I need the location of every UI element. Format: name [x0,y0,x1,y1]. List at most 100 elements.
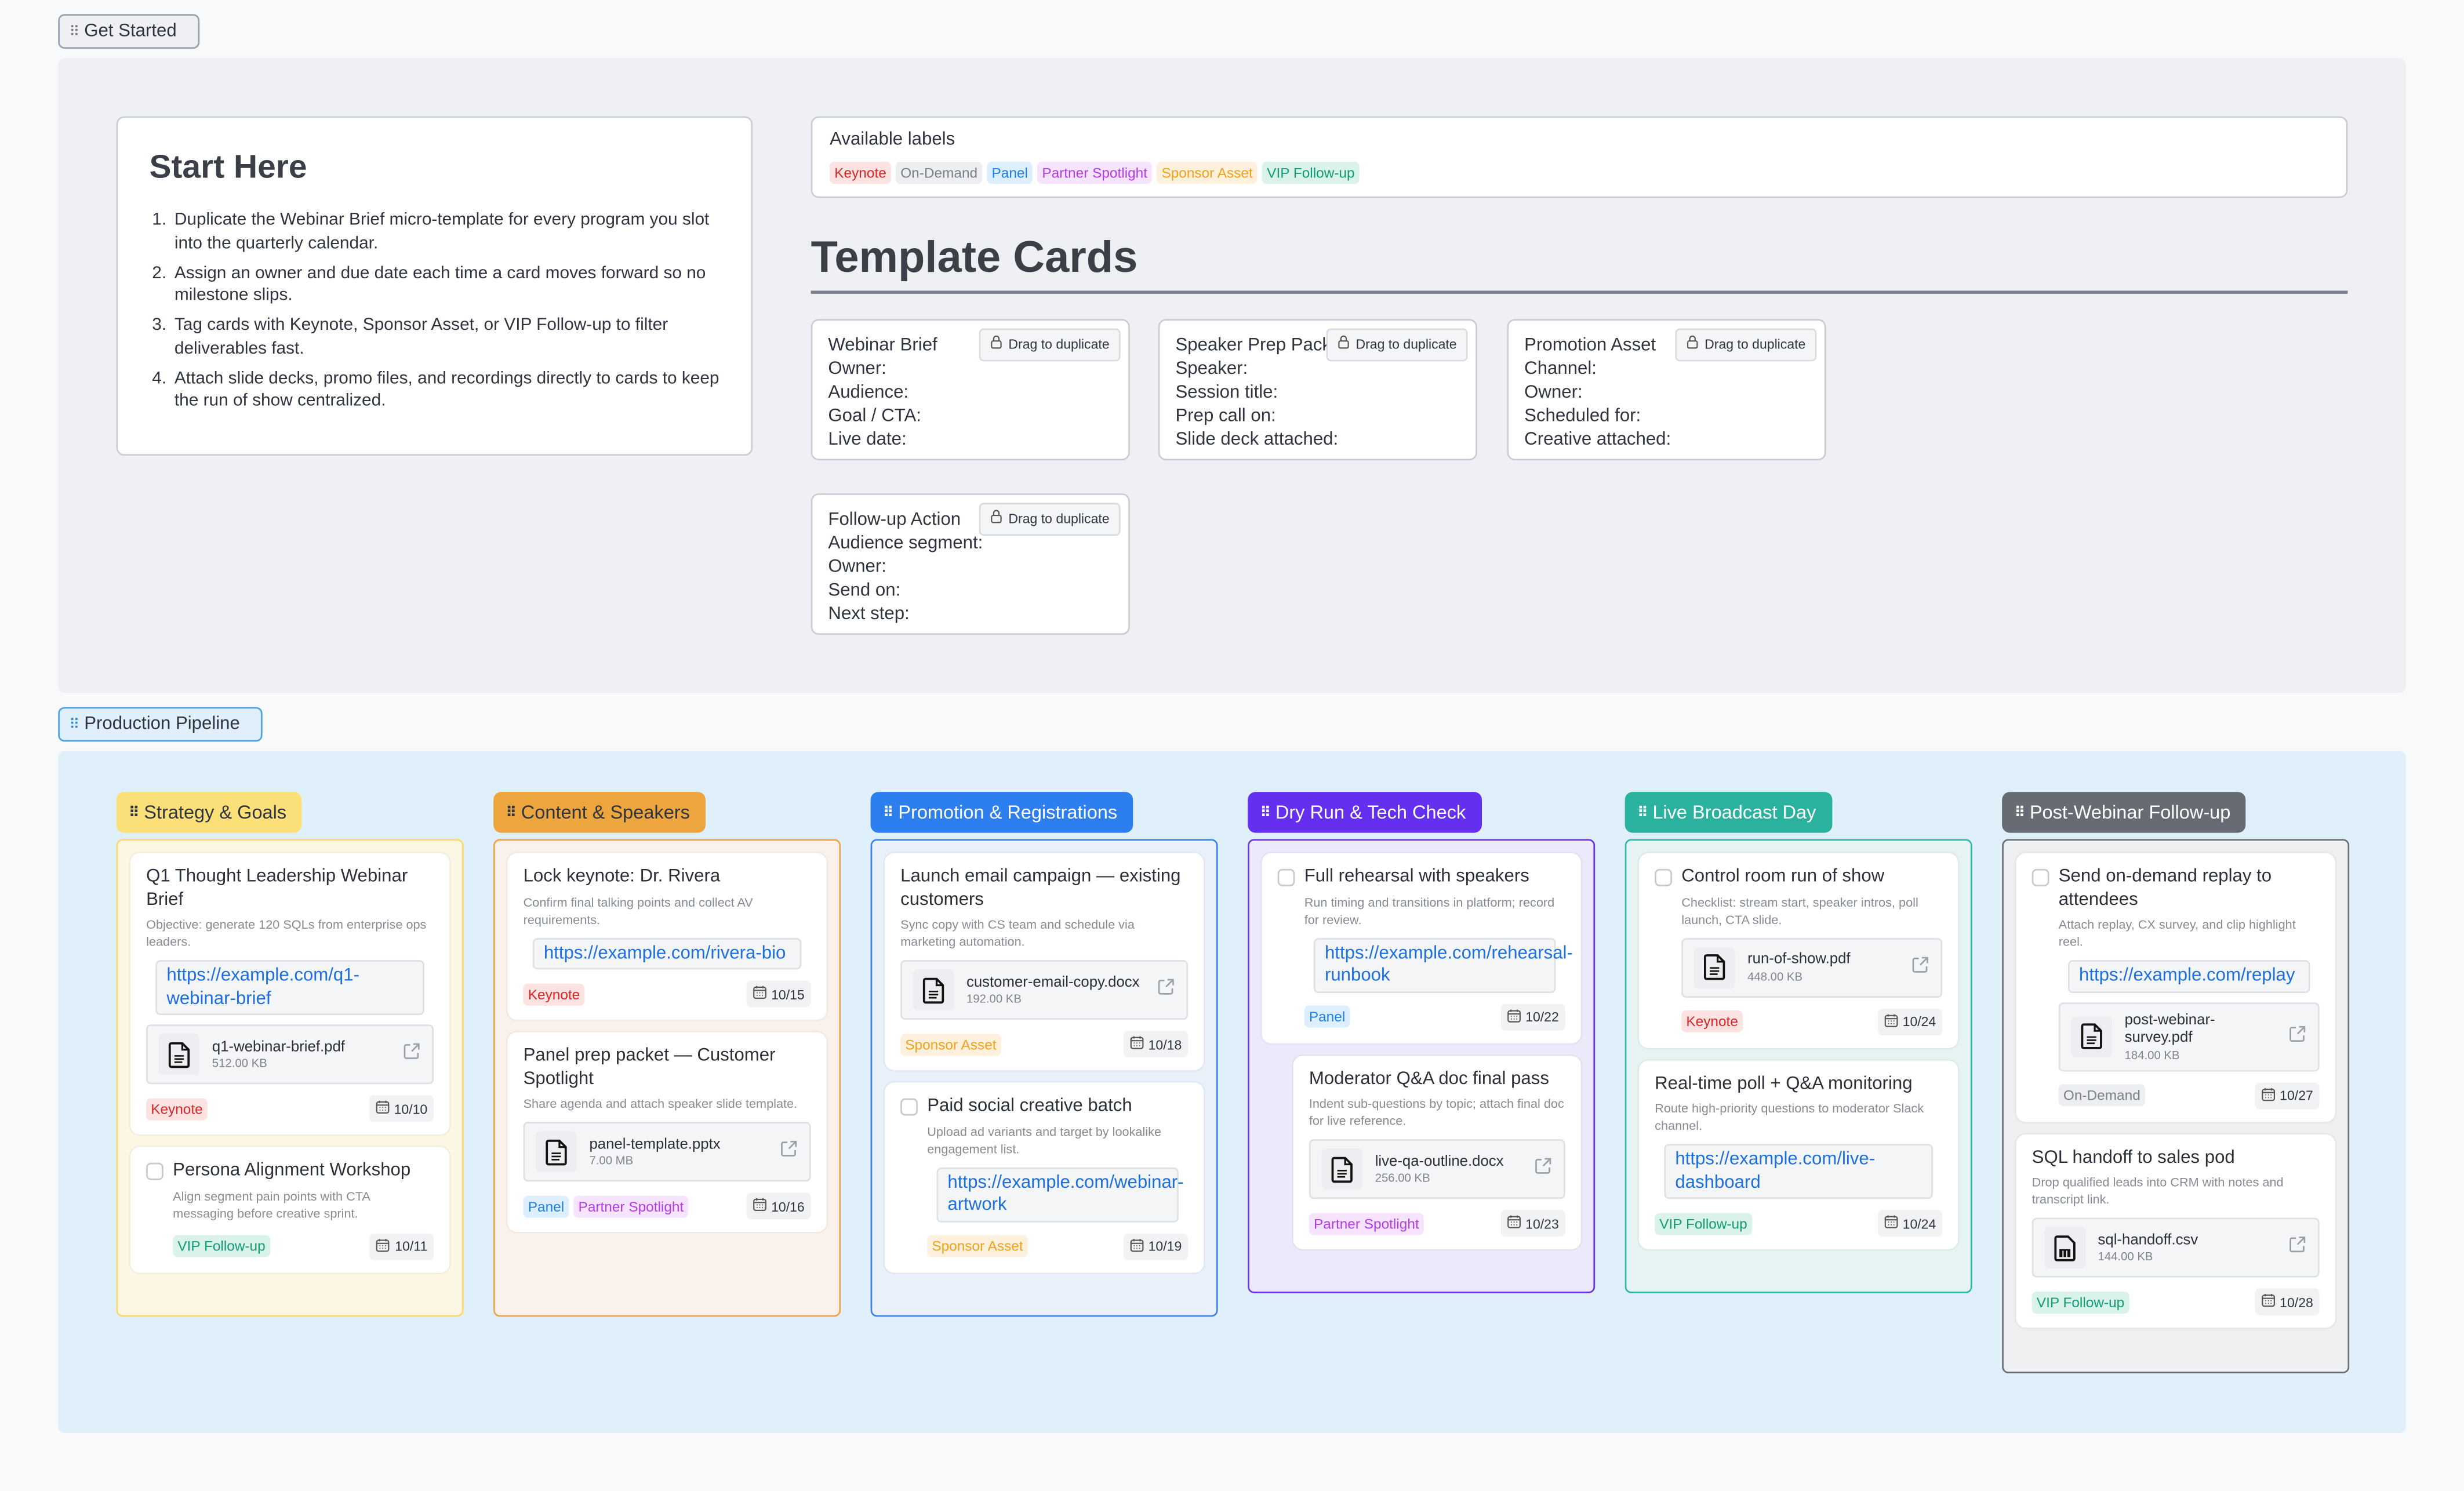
template-card[interactable]: Webinar Brief Owner: Audience: Goal / CTA: L… [811,319,1130,461]
template-field: Send on: [828,581,901,601]
open-external-icon[interactable] [1533,1155,1553,1183]
label-partner[interactable]: Partner Spotlight [1037,162,1153,184]
drag-to-duplicate-button[interactable]: Drag to duplicate [978,503,1121,536]
card-header: Persona Alignment Workshop Align segment … [146,1159,434,1221]
column-header[interactable]: ⠿ Dry Run & Tech Check [1248,792,1482,833]
task-checkbox[interactable] [2031,868,2049,886]
task-card[interactable]: Panel prep packet — Customer Spotlight Sh… [507,1032,827,1232]
file-attachment[interactable]: q1-webinar-brief.pdf 512.00 KB [146,1024,434,1085]
card-tag[interactable]: Sponsor Asset [900,1033,1001,1056]
label-list: Keynote On-Demand Panel Partner Spotlight Sp… [830,157,2329,186]
card-tag[interactable]: Keynote [523,983,585,1005]
drag-to-duplicate-button[interactable]: Drag to duplicate [1674,328,1817,362]
due-date[interactable]: 10/28 [2254,1288,2320,1315]
card-tag[interactable]: Keynote [146,1097,208,1120]
open-external-icon[interactable] [402,1040,421,1068]
task-card[interactable]: Send on-demand replay to attendees Attach… [2016,853,2335,1121]
drag-handle-icon[interactable]: ⠿ [506,803,517,820]
card-tag[interactable]: On-Demand [2058,1084,2145,1107]
label-vip[interactable]: VIP Follow-up [1262,162,1360,184]
task-card[interactable]: Real-time poll + Q&A monitoring Route hig… [1639,1060,1958,1249]
label-keynote[interactable]: Keynote [830,162,891,184]
task-checkbox[interactable] [146,1162,163,1180]
drag-handle-icon[interactable]: ⠿ [69,715,79,732]
column-header[interactable]: ⠿ Post-Webinar Follow-up [2002,792,2247,833]
task-card[interactable]: Persona Alignment Workshop Align segment … [130,1147,450,1272]
card-content: Moderator Q&A doc final pass Indent sub-q… [1309,1068,1565,1130]
task-checkbox[interactable] [900,1098,918,1116]
file-attachment[interactable]: run-of-show.pdf 448.00 KB [1681,937,1943,997]
due-date[interactable]: 10/10 [369,1095,434,1122]
task-card[interactable]: Control room run of show Checklist: strea… [1639,853,1958,1048]
task-card[interactable]: Q1 Thought Leadership Webinar Brief Objec… [130,853,450,1134]
due-date[interactable]: 10/24 [1877,1210,1943,1237]
task-card[interactable]: Launch email campaign — existing custome… [885,853,1204,1070]
label-ondemand[interactable]: On-Demand [896,162,983,184]
card-tag[interactable]: VIP Follow-up [173,1235,270,1257]
drag-handle-icon[interactable]: ⠿ [1637,803,1648,820]
due-date[interactable]: 10/22 [1500,1003,1565,1030]
column-header[interactable]: ⠿ Promotion & Registrations [870,792,1133,833]
label-panel[interactable]: Panel [987,162,1033,184]
open-external-icon[interactable] [2288,1022,2307,1050]
card-tag[interactable]: VIP Follow-up [1655,1212,1752,1235]
section-chip-get-started[interactable]: ⠿ Get Started [58,14,200,49]
card-tag[interactable]: Panel [1304,1005,1350,1028]
column-header[interactable]: ⠿ Live Broadcast Day [1625,792,1832,833]
drag-handle-icon[interactable]: ⠿ [883,803,893,820]
due-date[interactable]: 10/15 [746,980,811,1008]
column-header[interactable]: ⠿ Strategy & Goals [116,792,303,833]
template-card[interactable]: Promotion Asset Channel: Owner: Scheduled f… [1507,319,1826,461]
card-tag[interactable]: Partner Spotlight [1309,1212,1424,1235]
task-card[interactable]: Lock keynote: Dr. Rivera Confirm final ta… [507,853,827,1020]
due-date[interactable]: 10/16 [746,1192,811,1220]
open-external-icon[interactable] [2288,1234,2307,1262]
file-attachment[interactable]: sql-handoff.csv 144.00 KB [2031,1217,2320,1278]
open-external-icon[interactable] [779,1137,798,1166]
column-body: Full rehearsal with speakers Run timing a… [1248,839,1596,1293]
due-date-text: 10/11 [395,1238,428,1254]
start-here-steps: Duplicate the Webinar Brief micro-templa… [149,209,719,412]
due-date[interactable]: 10/23 [1500,1210,1565,1237]
due-date[interactable]: 10/19 [1123,1232,1189,1260]
task-card[interactable]: Moderator Q&A doc final pass Indent sub-q… [1293,1055,1581,1249]
file-attachment[interactable]: customer-email-copy.docx 192.00 KB [900,960,1189,1020]
section-chip-production-pipeline[interactable]: ⠿ Production Pipeline [58,707,263,742]
card-link[interactable]: https://example.com/rivera-bio [532,937,802,970]
card-tag[interactable]: Panel [523,1195,569,1217]
label-sponsor[interactable]: Sponsor Asset [1157,162,1258,184]
due-date[interactable]: 10/18 [1123,1031,1189,1058]
task-card[interactable]: SQL handoff to sales pod Drop qualified l… [2016,1133,2335,1328]
due-date[interactable]: 10/11 [369,1232,434,1260]
card-link[interactable]: https://example.com/replay [2068,960,2310,992]
task-checkbox[interactable] [1277,868,1295,886]
drag-to-duplicate-button[interactable]: Drag to duplicate [1325,328,1468,362]
card-link[interactable]: https://example.com/webinar-artwork [936,1166,1184,1222]
template-card[interactable]: Follow-up Action Audience segment: Owner: S… [811,493,1130,635]
task-card[interactable]: Full rehearsal with speakers Run timing a… [1262,853,1581,1043]
column-header[interactable]: ⠿ Content & Speakers [493,792,706,833]
task-card[interactable]: Paid social creative batch Upload ad vari… [885,1082,1204,1272]
card-link[interactable]: https://example.com/q1-webinar-brief [155,960,424,1015]
file-attachment[interactable]: panel-template.pptx 7.00 MB [523,1122,811,1182]
drag-handle-icon[interactable]: ⠿ [2014,803,2025,820]
due-date[interactable]: 10/24 [1877,1008,1943,1035]
template-card[interactable]: Speaker Prep Pack Speaker: Session title: P… [1158,319,1477,461]
card-tag[interactable]: Keynote [1681,1010,1743,1032]
spreadsheet-file-icon [2044,1227,2085,1268]
due-date[interactable]: 10/27 [2254,1082,2320,1109]
drag-handle-icon[interactable]: ⠿ [129,803,139,820]
file-attachment[interactable]: post-webinar-survey.pdf 184.00 KB [2058,1001,2320,1071]
card-link[interactable]: https://example.com/rehearsal-runbook [1313,937,1573,992]
card-tag[interactable]: VIP Follow-up [2031,1290,2129,1313]
open-external-icon[interactable] [1157,976,1176,1004]
file-attachment[interactable]: live-qa-outline.docx 256.00 KB [1309,1139,1565,1199]
card-tag[interactable]: Sponsor Asset [927,1235,1028,1257]
drag-handle-icon[interactable]: ⠿ [1260,803,1271,820]
drag-handle-icon[interactable]: ⠿ [69,23,79,39]
card-tag[interactable]: Partner Spotlight [573,1195,689,1217]
task-checkbox[interactable] [1655,868,1672,886]
open-external-icon[interactable] [1911,953,1930,981]
card-link[interactable]: https://example.com/live-dashboard [1664,1144,1933,1199]
drag-to-duplicate-button[interactable]: Drag to duplicate [978,328,1121,362]
